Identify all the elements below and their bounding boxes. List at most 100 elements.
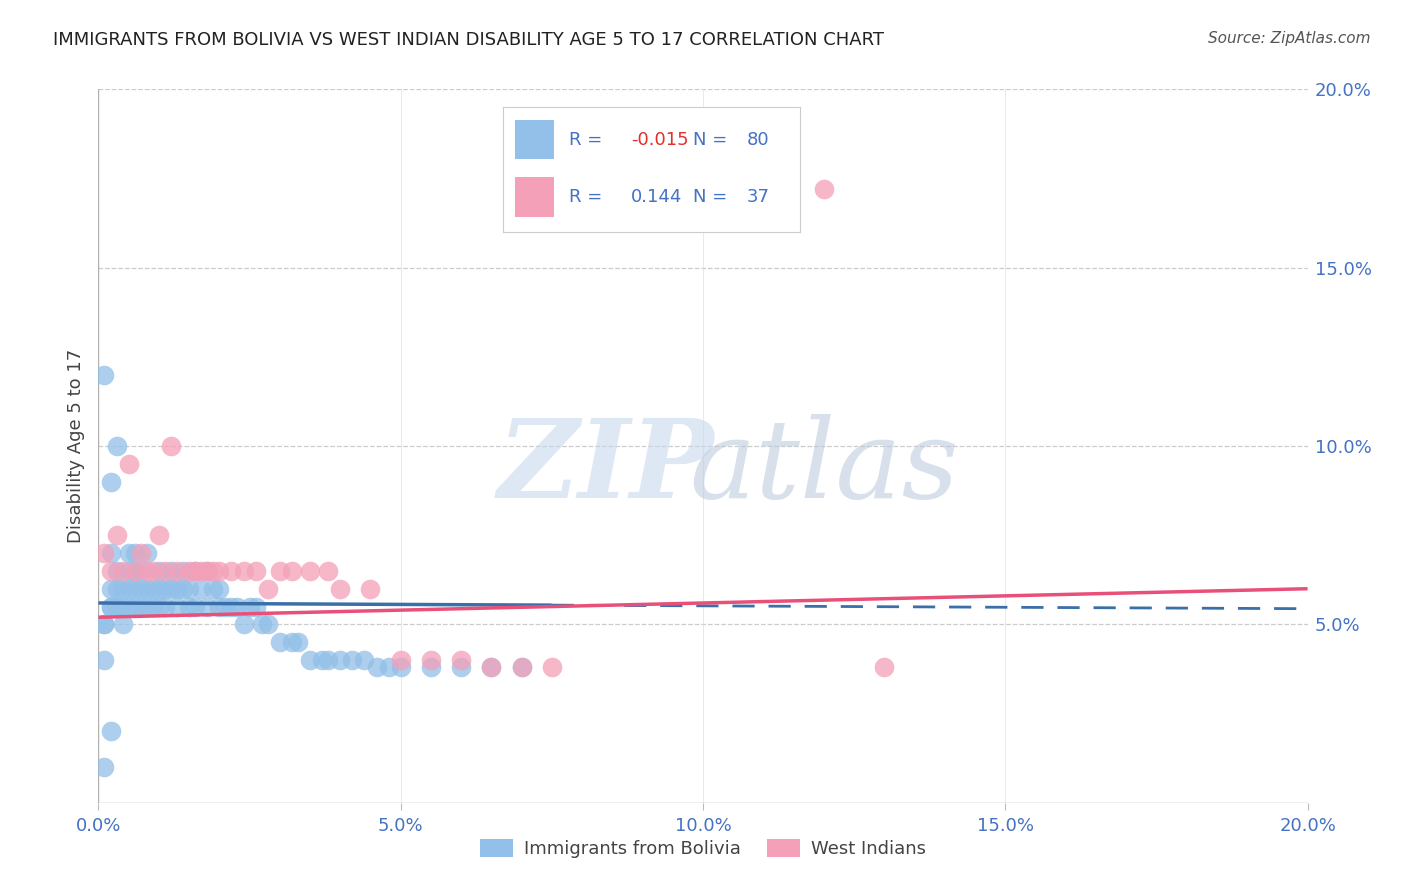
Point [124,582,146,596]
Point [420,660,443,674]
Point [281,635,304,649]
Point [202,582,225,596]
Point [118,457,141,471]
Point [142,599,165,614]
Text: Source: ZipAtlas.com: Source: ZipAtlas.com [1208,31,1371,46]
Point [160,439,183,453]
Point [105,564,128,578]
Point [184,564,207,578]
Point [250,617,273,632]
Point [105,582,128,596]
Point [245,599,267,614]
Point [232,617,254,632]
Point [105,599,128,614]
Point [129,564,152,578]
Point [93,368,115,382]
Point [135,582,157,596]
Point [316,653,339,667]
Point [195,564,218,578]
Point [129,582,152,596]
Point [93,617,115,632]
Point [118,564,141,578]
Point [93,760,115,774]
Point [111,599,134,614]
Point [118,546,141,560]
Point [142,582,165,596]
Point [124,564,146,578]
Point [202,564,225,578]
Point [208,582,231,596]
Point [269,635,291,649]
Point [179,564,201,578]
Point [813,182,835,196]
Point [166,564,188,578]
Point [105,439,128,453]
Point [256,617,278,632]
Point [540,660,562,674]
Point [245,564,267,578]
Point [100,599,122,614]
Point [481,660,503,674]
Point [93,617,115,632]
Point [389,660,412,674]
Point [179,582,201,596]
Point [873,660,896,674]
Point [256,582,278,596]
Point [195,599,218,614]
Point [135,546,157,560]
Point [360,582,382,596]
Point [111,617,134,632]
Point [208,599,231,614]
Point [148,599,170,614]
Point [100,546,122,560]
Point [190,564,212,578]
Point [329,582,352,596]
Point [184,599,207,614]
Point [281,564,304,578]
Point [239,599,262,614]
Point [100,564,122,578]
Point [287,635,309,649]
Point [377,660,399,674]
Point [232,564,254,578]
Point [111,582,134,596]
Point [450,653,472,667]
Point [195,564,218,578]
Point [105,528,128,542]
Point [93,546,115,560]
Point [118,599,141,614]
Point [389,653,412,667]
Point [172,564,194,578]
Point [160,564,183,578]
Point [481,660,503,674]
Point [129,599,152,614]
Point [420,653,443,667]
Point [190,582,212,596]
Point [100,599,122,614]
Point [166,582,188,596]
Point [124,599,146,614]
Point [100,475,122,489]
Point [510,660,533,674]
Point [148,564,170,578]
Point [184,564,207,578]
Text: atlas: atlas [689,414,959,521]
Point [269,564,291,578]
Point [160,582,183,596]
Point [118,582,141,596]
Point [208,564,231,578]
Point [226,599,249,614]
Text: IMMIGRANTS FROM BOLIVIA VS WEST INDIAN DISABILITY AGE 5 TO 17 CORRELATION CHART: IMMIGRANTS FROM BOLIVIA VS WEST INDIAN D… [53,31,884,49]
Point [100,724,122,739]
Point [153,582,176,596]
Point [179,599,201,614]
Y-axis label: Disability Age 5 to 17: Disability Age 5 to 17 [66,349,84,543]
Point [316,564,339,578]
Point [129,546,152,560]
Point [111,564,134,578]
Point [299,564,322,578]
Point [135,599,157,614]
Point [124,546,146,560]
Point [153,564,176,578]
Point [93,653,115,667]
